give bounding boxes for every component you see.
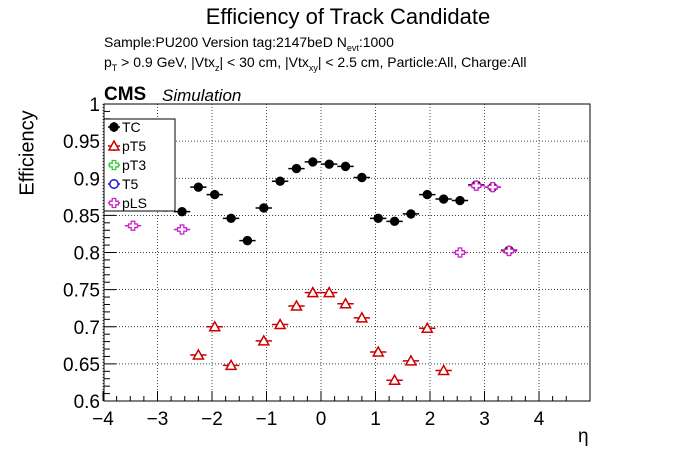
y-tick-label: 0.85	[63, 206, 100, 227]
selection-p: p	[104, 54, 112, 70]
y-tick-label: 0.75	[63, 281, 100, 302]
pt5-point	[192, 348, 205, 360]
x-tick-label: −3	[147, 409, 169, 430]
selection-text-a: > 0.9 GeV, |Vtx	[117, 54, 215, 70]
tc-point	[455, 195, 465, 206]
x-tick-label: 4	[534, 409, 545, 430]
tc-point	[308, 157, 318, 167]
legend-pls-marker	[108, 197, 120, 209]
y-tick-label: 0.9	[74, 169, 100, 190]
pt5-point	[404, 354, 418, 366]
legend-pt3-label: pT3	[122, 157, 146, 173]
simulation-label: Simulation	[162, 86, 242, 105]
legend-tc-marker	[109, 122, 119, 132]
pt5-point	[306, 286, 320, 298]
pt5-point	[208, 320, 221, 332]
tc-point	[291, 163, 302, 174]
pt5-point	[421, 321, 434, 333]
selection-text-b: | < 30 cm, |Vtx	[219, 54, 309, 70]
legend-pt3-marker	[108, 159, 120, 171]
legend-pt5-label: pT5	[122, 138, 146, 154]
legend-tc-label: TC	[122, 119, 141, 135]
tc-point	[193, 182, 204, 192]
tc-point	[422, 189, 432, 200]
pt5-point	[339, 297, 352, 309]
tc-point	[438, 194, 449, 204]
pls-point	[503, 245, 515, 257]
selection-z-sub: z	[214, 63, 220, 73]
pt5-point	[371, 345, 385, 357]
y-tick-label: 0.65	[63, 355, 100, 376]
tc-point	[406, 209, 416, 219]
y-tick-label: 1	[89, 95, 100, 116]
tc-point	[324, 159, 334, 169]
pt5-point	[437, 364, 450, 376]
pls-point	[176, 224, 188, 235]
pt5-point	[355, 311, 369, 323]
y-tick-label: 0.7	[74, 318, 100, 339]
tc-point	[373, 213, 383, 224]
selection-xy-sub: xy	[308, 63, 318, 73]
tc-point	[210, 189, 220, 200]
pt5-point	[273, 317, 287, 330]
x-tick-label: 1	[370, 409, 381, 430]
sample-info-line: Sample:PU200 Version tag:2147beD Nevt:10…	[104, 34, 394, 53]
x-tick-label: 3	[479, 409, 490, 430]
pt5-point	[224, 358, 238, 371]
tc-point	[357, 172, 367, 183]
legend-t5-label: T5	[122, 176, 139, 192]
x-tick-label: −2	[201, 409, 223, 430]
pls-point	[127, 220, 139, 231]
selection-p-sub: T	[111, 63, 118, 73]
chart-title: Efficiency of Track Candidate	[205, 4, 491, 29]
sample-info-nevt-sub: evt	[346, 43, 359, 53]
x-tick-label: −1	[256, 409, 278, 430]
pt5-point	[388, 373, 401, 385]
x-axis-title: η	[578, 426, 589, 447]
cms-label: CMS	[104, 84, 147, 105]
tc-point	[177, 206, 187, 217]
sample-info-nevt-value: :1000	[358, 34, 394, 50]
y-tick-label: 0.6	[74, 392, 100, 413]
tc-point	[259, 203, 269, 213]
legend-pt5-marker	[107, 139, 121, 151]
y-tick-label: 0.8	[74, 244, 100, 265]
tc-point	[340, 161, 351, 172]
x-tick-label: 0	[316, 409, 327, 430]
pls-point	[454, 247, 466, 258]
x-tick-label: −4	[92, 409, 114, 430]
tc-point	[389, 216, 400, 227]
legend-pls-label: pLS	[122, 195, 147, 211]
y-tick-label: 0.95	[63, 132, 100, 153]
selection-info-line: pT > 0.9 GeV, |Vtxz| < 30 cm, |Vtxxy| < …	[104, 54, 527, 73]
sample-info-text: Sample:PU200 Version tag:2147beD N	[104, 34, 347, 50]
x-tick-label: 2	[425, 409, 436, 430]
tc-point	[242, 235, 253, 246]
legend-t5-marker	[109, 179, 119, 189]
pt5-point	[322, 286, 336, 298]
tc-point	[226, 213, 236, 224]
tc-point	[275, 176, 285, 186]
pls-point	[487, 182, 498, 193]
pls-point	[471, 180, 482, 191]
selection-text-c: | < 2.5 cm, Particle:All, Charge:All	[317, 54, 527, 70]
pt5-point	[257, 334, 271, 346]
pt5-point	[290, 299, 303, 311]
